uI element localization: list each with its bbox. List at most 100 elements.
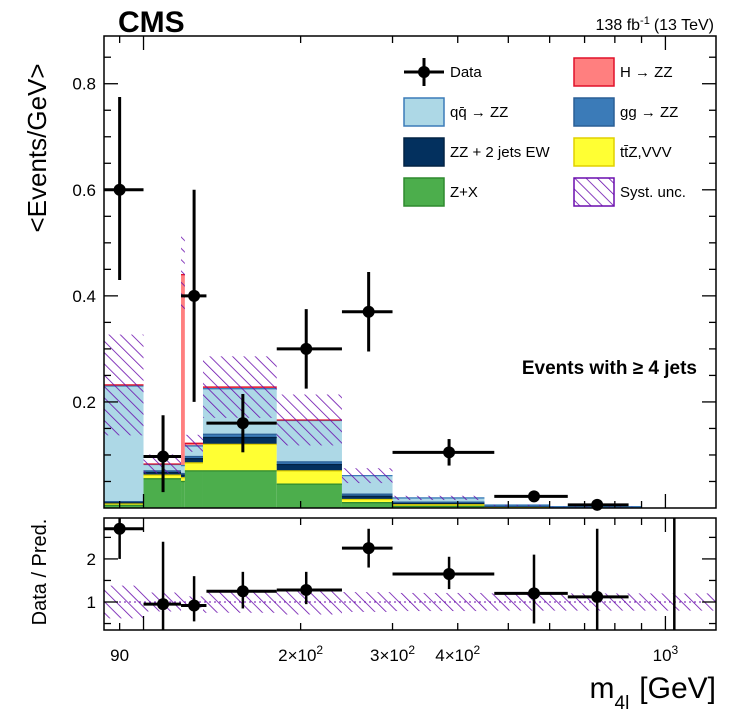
legend-label: qq̄ → ZZ — [450, 104, 508, 121]
bar-qq-zz — [181, 465, 185, 474]
legend-label: Z+X — [450, 184, 478, 201]
ratio-unc-bin — [341, 592, 393, 612]
bar-gg-zz — [341, 494, 393, 497]
ratio-panel: 12 — [87, 517, 717, 631]
bar-z-x — [104, 505, 144, 508]
bar-z-x — [202, 470, 277, 508]
x-tick-label: 90 — [110, 646, 129, 665]
y-tick-label: 0.4 — [72, 287, 96, 306]
ratio-unc-bin — [392, 592, 485, 612]
data-point — [591, 498, 604, 511]
legend-entry: Data — [404, 58, 482, 86]
syst-unc-bin — [392, 495, 485, 501]
data-point — [300, 342, 313, 355]
x-tick-base: 3×10 — [370, 646, 408, 665]
x-tick-base: 4×10 — [435, 646, 473, 665]
syst-unc-band — [104, 234, 642, 508]
bar-tt-z-vvv — [181, 477, 185, 482]
ratio-unc-bin — [641, 593, 716, 611]
syst-unc-bin — [484, 504, 550, 506]
ratio-point — [591, 590, 604, 603]
legend-color-box — [573, 137, 615, 167]
x-tick-labels: 90 2×102 3×102 4×102 103 — [110, 643, 678, 665]
bar-zz-2-jets-ew — [392, 503, 485, 505]
bar-zz-2-jets-ew — [184, 458, 203, 463]
x-title-unit: [GeV] — [639, 672, 716, 705]
syst-unc-bin — [184, 434, 203, 452]
y-axis-title: <Events/GeV> — [22, 63, 52, 232]
data-point — [236, 417, 249, 430]
ratio-point — [443, 568, 456, 580]
data-point — [113, 183, 126, 196]
ratio-unc-bin — [181, 594, 185, 610]
x-title-main: m — [590, 672, 615, 705]
x-tick-label: 4×102 — [435, 643, 480, 665]
syst-unc-bin — [276, 394, 342, 446]
legend-label: Syst. unc. — [620, 184, 686, 201]
syst-unc-bin — [202, 356, 277, 418]
x-title-sub: 4l — [615, 693, 630, 714]
ratio-points — [104, 518, 676, 630]
luminosity-label: 138 fb-1 (13 TeV) — [596, 15, 714, 34]
bar-tt-z-vvv — [202, 444, 277, 471]
x-tick-exp: 2 — [408, 643, 415, 657]
legend-entry: Z+X — [403, 177, 478, 207]
y-tick-label: 0.2 — [72, 393, 96, 412]
legend-entry: Syst. unc. — [573, 177, 686, 207]
bar-z-x — [392, 506, 485, 508]
legend-entry: H → ZZ — [573, 57, 673, 87]
category-annotation: Events with ≥ 4 jets — [522, 358, 697, 379]
legend: Data H → ZZ qq̄ → ZZ gg → ZZ ZZ + 2 jets EW t… — [403, 57, 686, 207]
bar-z-x — [341, 502, 393, 508]
x-axis-ticks-ratio — [118, 518, 667, 630]
ratio-tick-label: 1 — [87, 593, 96, 612]
bar-tt-z-vvv — [276, 470, 342, 485]
ratio-point — [236, 585, 249, 598]
bar-z-x — [184, 470, 203, 508]
bar-z-x — [181, 481, 185, 508]
x-tick-base: 2×10 — [278, 646, 316, 665]
lumi-exponent: -1 — [640, 15, 650, 27]
syst-unc-bin — [104, 334, 144, 436]
ratio-point — [528, 587, 541, 600]
main-frame — [103, 35, 717, 509]
bar-gg-zz — [181, 473, 185, 476]
energy-label: (13 TeV) — [654, 17, 714, 34]
legend-entry: qq̄ → ZZ — [403, 97, 508, 127]
data-points — [104, 96, 629, 511]
data-point — [188, 289, 201, 302]
bar-zz-2-jets-ew — [202, 437, 277, 445]
x-tick-exp: 3 — [672, 643, 679, 657]
ratio-point — [362, 542, 375, 555]
bar-gg-zz — [276, 461, 342, 465]
legend-entry: gg → ZZ — [573, 97, 678, 127]
ratio-y-ticks: 12 — [87, 536, 716, 625]
bar-zz-2-jets-ew — [341, 496, 393, 500]
bar-tt-z-vvv — [104, 503, 144, 506]
ratio-frame — [103, 517, 717, 631]
legend-label: H → ZZ — [620, 64, 673, 81]
legend-color-box — [403, 97, 445, 127]
ratio-point — [188, 599, 201, 612]
legend-color-box — [573, 97, 615, 127]
legend-label: Data — [450, 64, 482, 81]
legend-color-box — [403, 137, 445, 167]
syst-unc-bin — [341, 468, 393, 484]
x-tick-exp: 2 — [316, 643, 323, 657]
bar-zz-2-jets-ew — [276, 464, 342, 471]
bar-z-x — [276, 484, 342, 508]
bar-gg-zz — [184, 456, 203, 459]
main-panel: 0.2 0.4 0.6 0.8 — [72, 35, 717, 511]
bar-tt-z-vvv — [392, 504, 485, 507]
ratio-tick-label: 2 — [87, 550, 96, 569]
x-tick-exp: 2 — [474, 643, 481, 657]
legend-color-box — [573, 57, 615, 87]
ratio-axis-title: Data / Pred. — [29, 519, 51, 626]
x-tick-label: 103 — [653, 643, 679, 665]
bar-h-zz — [181, 274, 185, 466]
bar-gg-zz — [202, 434, 277, 438]
bar-tt-z-vvv — [184, 462, 203, 471]
legend-label: tt̄Z,VVV — [620, 144, 672, 161]
syst-unc-bin — [181, 234, 185, 315]
